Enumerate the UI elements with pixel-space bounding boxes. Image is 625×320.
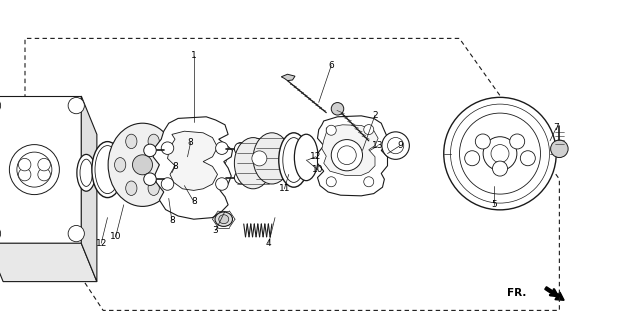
Circle shape [38, 158, 51, 171]
Circle shape [144, 144, 156, 157]
Text: 3: 3 [213, 226, 219, 235]
Ellipse shape [234, 138, 272, 189]
Circle shape [491, 145, 509, 163]
Text: 8: 8 [188, 138, 194, 147]
Circle shape [326, 125, 336, 135]
Text: 8: 8 [172, 162, 178, 171]
Ellipse shape [208, 172, 217, 184]
Circle shape [364, 177, 374, 187]
Polygon shape [153, 117, 232, 219]
Circle shape [459, 113, 541, 194]
Circle shape [216, 142, 228, 155]
Polygon shape [281, 74, 295, 81]
Circle shape [9, 145, 59, 195]
Circle shape [132, 155, 152, 175]
Circle shape [18, 158, 31, 171]
Circle shape [17, 152, 52, 187]
Text: 11: 11 [279, 184, 290, 193]
Ellipse shape [189, 132, 199, 145]
Circle shape [252, 151, 267, 166]
Ellipse shape [108, 123, 177, 206]
Circle shape [331, 140, 362, 171]
Text: 4: 4 [266, 239, 271, 248]
Text: 12: 12 [96, 239, 107, 248]
Ellipse shape [114, 158, 126, 172]
Polygon shape [0, 96, 81, 243]
Circle shape [68, 98, 84, 114]
Ellipse shape [77, 155, 96, 191]
FancyArrow shape [545, 287, 564, 300]
Text: 8: 8 [169, 216, 175, 225]
Circle shape [0, 226, 1, 242]
Ellipse shape [217, 152, 227, 164]
Text: 7: 7 [553, 124, 559, 132]
Ellipse shape [279, 133, 309, 187]
Ellipse shape [159, 158, 171, 172]
Polygon shape [81, 96, 97, 282]
Ellipse shape [282, 138, 305, 182]
Ellipse shape [253, 133, 291, 184]
Circle shape [388, 138, 404, 154]
Circle shape [18, 168, 31, 181]
Circle shape [68, 226, 84, 242]
Circle shape [364, 124, 374, 135]
Polygon shape [322, 125, 378, 175]
Circle shape [331, 102, 344, 115]
Text: 1: 1 [191, 52, 197, 60]
Text: 5: 5 [491, 200, 497, 209]
Ellipse shape [126, 181, 137, 196]
Circle shape [483, 137, 517, 171]
Ellipse shape [126, 134, 137, 148]
Circle shape [216, 178, 228, 190]
Ellipse shape [181, 131, 226, 185]
Ellipse shape [80, 159, 92, 186]
Circle shape [234, 171, 247, 184]
Ellipse shape [179, 152, 189, 164]
Text: 6: 6 [328, 61, 334, 70]
Circle shape [0, 98, 1, 114]
Ellipse shape [219, 215, 229, 224]
Ellipse shape [215, 212, 232, 227]
Circle shape [475, 134, 490, 149]
Ellipse shape [148, 181, 159, 196]
Text: 2: 2 [372, 111, 378, 120]
Circle shape [464, 151, 479, 166]
Text: 10: 10 [312, 165, 323, 174]
Text: 9: 9 [397, 141, 403, 150]
Ellipse shape [95, 146, 120, 194]
Polygon shape [318, 116, 388, 196]
Text: 12: 12 [310, 152, 321, 161]
Circle shape [338, 146, 356, 164]
Ellipse shape [92, 141, 123, 198]
Circle shape [161, 178, 174, 190]
Circle shape [492, 161, 508, 176]
Text: 8: 8 [191, 197, 197, 206]
Circle shape [144, 173, 156, 186]
Circle shape [326, 177, 336, 187]
Polygon shape [168, 131, 217, 190]
Text: 10: 10 [110, 232, 121, 241]
Ellipse shape [294, 134, 318, 180]
Circle shape [382, 132, 409, 159]
Polygon shape [0, 243, 97, 282]
Circle shape [451, 104, 549, 203]
Ellipse shape [189, 172, 199, 184]
Ellipse shape [148, 134, 159, 148]
Circle shape [551, 140, 568, 157]
Ellipse shape [208, 132, 217, 145]
Circle shape [38, 168, 51, 181]
Circle shape [510, 134, 525, 149]
Text: FR.: FR. [507, 288, 526, 298]
Circle shape [444, 97, 556, 210]
Circle shape [161, 142, 174, 155]
Circle shape [234, 142, 247, 155]
Text: 13: 13 [372, 141, 384, 150]
Circle shape [521, 151, 536, 166]
